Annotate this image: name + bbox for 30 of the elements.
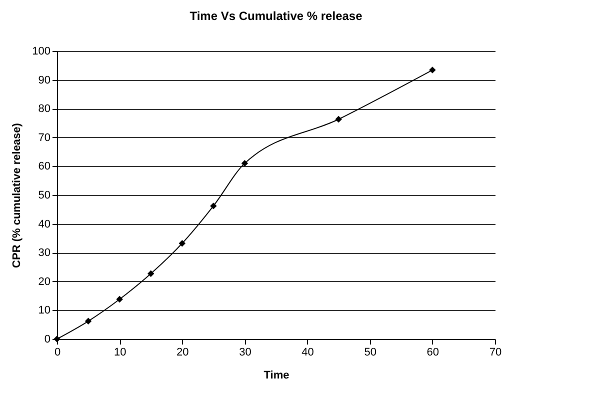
y-tick-label: 10 — [38, 304, 50, 317]
chart-title: Time Vs Cumulative % release — [190, 9, 363, 23]
y-tick-label: 80 — [38, 103, 50, 116]
x-tick-label: 10 — [114, 346, 126, 358]
y-tick-label: 100 — [32, 46, 50, 58]
y-tick-label: 0 — [44, 334, 50, 346]
x-tick-label: 0 — [54, 346, 61, 358]
x-tick-label: 50 — [364, 346, 376, 358]
point — [241, 160, 248, 167]
y-tick-label: 40 — [38, 218, 50, 230]
y-axis-title: CPR (% cumulative release) — [11, 122, 24, 268]
x-axis-title: Time — [264, 370, 290, 382]
point — [335, 116, 342, 123]
point — [84, 318, 92, 324]
y-tick-label: 90 — [38, 74, 50, 86]
point — [178, 240, 186, 247]
point — [116, 296, 123, 303]
point — [210, 202, 217, 210]
y-tick-label: 60 — [38, 160, 50, 173]
point — [429, 66, 436, 74]
y-tick-label: 20 — [38, 276, 50, 288]
y-tick-label: 70 — [38, 132, 50, 144]
x-tick-label: 20 — [176, 346, 189, 358]
y-tick-label: 50 — [38, 190, 50, 202]
x-tick-label: 60 — [426, 346, 440, 358]
y-tick-label: 30 — [38, 247, 50, 260]
x-tick-label: 30 — [239, 346, 252, 358]
x-tick-label: 70 — [489, 346, 502, 358]
point — [148, 270, 154, 277]
x-tick-label: 40 — [302, 346, 314, 358]
